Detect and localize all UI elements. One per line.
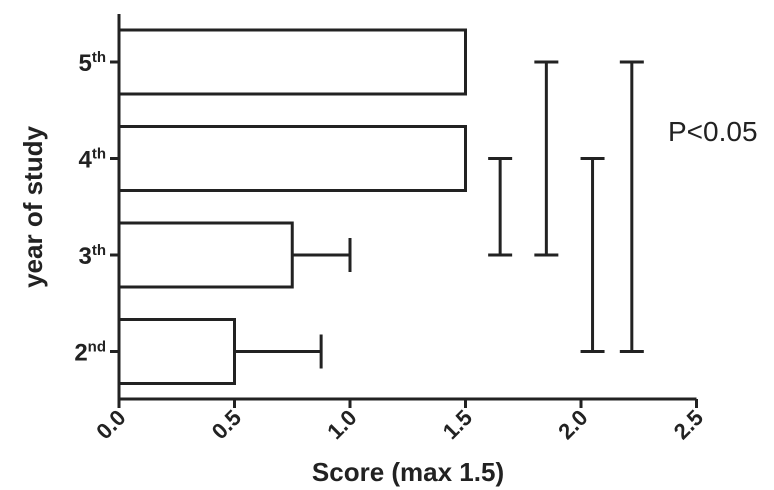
bar-3th xyxy=(117,221,294,289)
bars-group xyxy=(117,28,467,385)
bar-4th xyxy=(117,125,467,192)
significance-annotation: P<0.05 xyxy=(668,116,758,147)
x-tick-label: 2.5 xyxy=(669,405,708,444)
x-tick-label: 0.0 xyxy=(91,405,130,444)
x-tick-label: 1.0 xyxy=(322,405,361,444)
significance-brackets-group xyxy=(488,60,644,353)
error-bar-2nd xyxy=(234,334,323,369)
significance-bracket xyxy=(619,60,644,353)
y-tick-label: 4th xyxy=(78,146,106,174)
x-tick-label: 0.5 xyxy=(207,405,246,444)
significance-bracket xyxy=(580,157,605,353)
y-ticks-group: 5th 4th 3th 2nd xyxy=(74,49,119,367)
bar-2nd xyxy=(117,318,236,385)
x-axis-title: Score (max 1.5) xyxy=(312,457,504,487)
y-axis-title: year of study xyxy=(18,126,48,288)
x-tick-label: 1.5 xyxy=(438,405,477,444)
y-tick-label: 3th xyxy=(78,242,106,270)
x-tick-label: 2.0 xyxy=(553,405,592,444)
error-bar-3th xyxy=(292,238,352,272)
y-tick-label: 5th xyxy=(78,49,106,77)
y-tick-label: 2nd xyxy=(74,339,106,367)
error-bars-group xyxy=(234,238,352,369)
bar-5th xyxy=(117,28,467,96)
x-ticks-group: 0.0 0.5 1.0 1.5 2.0 2.5 xyxy=(91,399,708,444)
significance-bracket xyxy=(488,157,513,257)
significance-bracket xyxy=(534,60,559,257)
